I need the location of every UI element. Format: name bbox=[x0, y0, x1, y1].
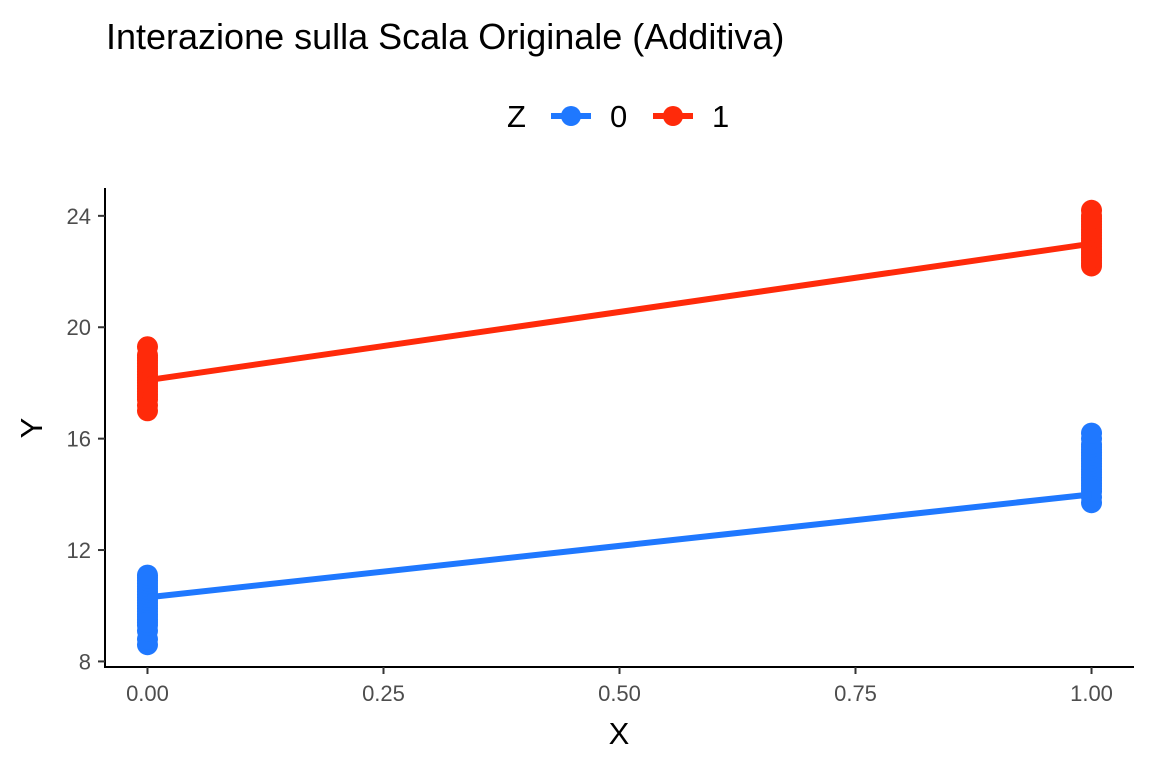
data-point bbox=[136, 336, 158, 358]
legend-label: 0 bbox=[610, 99, 627, 134]
y-tick-label: 8 bbox=[79, 649, 91, 674]
x-axis-title: X bbox=[609, 716, 630, 751]
legend-key-dot bbox=[561, 106, 581, 126]
x-tick-label: 0.00 bbox=[126, 681, 169, 706]
x-tick-label: 0.25 bbox=[362, 681, 405, 706]
series-0 bbox=[136, 422, 1103, 656]
y-tick-label: 12 bbox=[67, 538, 91, 563]
trend-line bbox=[147, 491, 1092, 601]
plot-area: 8 12 16 20 24 0.00 0.25 0.50 0.75 1.00 bbox=[67, 188, 1134, 706]
legend: Z 0 1 bbox=[507, 99, 729, 134]
y-tick-label: 16 bbox=[67, 427, 91, 452]
legend-title: Z bbox=[507, 99, 526, 134]
data-point bbox=[136, 564, 158, 586]
data-point bbox=[1081, 199, 1103, 221]
trend-line bbox=[147, 240, 1092, 384]
x-tick-label: 0.75 bbox=[834, 681, 877, 706]
legend-key-dot bbox=[663, 106, 683, 126]
y-tick-label: 24 bbox=[67, 204, 91, 229]
data-point bbox=[136, 611, 158, 633]
x-tick-label: 1.00 bbox=[1070, 681, 1113, 706]
y-axis-title: Y bbox=[14, 418, 49, 439]
series-1 bbox=[136, 199, 1103, 422]
data-point bbox=[1081, 422, 1103, 444]
legend-label: 1 bbox=[712, 99, 729, 134]
x-tick-label: 0.50 bbox=[598, 681, 641, 706]
chart-title: Interazione sulla Scala Originale (Addit… bbox=[106, 16, 784, 57]
y-tick-label: 20 bbox=[67, 315, 91, 340]
